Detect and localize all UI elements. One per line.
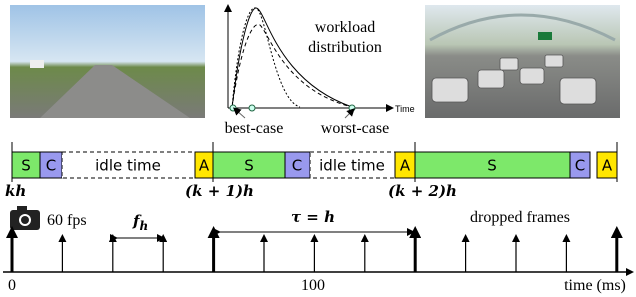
segment-label: C	[46, 157, 56, 175]
axis-title: time (ms)	[564, 277, 626, 294]
segment-label: A	[400, 157, 411, 175]
frame-rate: 60 fps	[47, 212, 87, 229]
highway-photo	[10, 5, 205, 118]
segment-label: A	[602, 157, 613, 175]
period-sub: h	[139, 219, 148, 233]
segment-label: idle time	[319, 157, 385, 175]
segment-label: C	[292, 157, 302, 175]
frame-arrows	[12, 232, 617, 272]
time-mark: (k + 1)h	[185, 182, 254, 200]
axis-tick: 100	[301, 277, 325, 294]
axis-label: Time	[395, 104, 415, 114]
best-label: best-case	[225, 120, 284, 137]
distribution-plot: workload distribution Time best-case wor…	[225, 8, 415, 137]
segment-label: S	[244, 157, 254, 175]
axis-tick: 0	[8, 277, 16, 294]
traffic-photo	[425, 5, 620, 118]
segment-label: S	[21, 157, 31, 175]
segment-label: idle time	[95, 157, 161, 175]
diagram: workload distribution Time best-case wor…	[0, 0, 636, 297]
plot-title: workload	[315, 19, 375, 36]
segment-label: A	[199, 157, 210, 175]
period-label: fh	[132, 212, 148, 233]
camera-icon	[10, 206, 40, 230]
segment-label: S	[487, 157, 497, 175]
plot-title: distribution	[308, 39, 382, 56]
dropped-label: dropped frames	[470, 209, 570, 226]
worst-label: worst-case	[321, 120, 389, 137]
segment-label: C	[575, 157, 585, 175]
time-mark: kh	[5, 182, 26, 200]
tau-label: τ = h	[291, 208, 335, 226]
time-mark: (k + 2)h	[388, 182, 457, 200]
